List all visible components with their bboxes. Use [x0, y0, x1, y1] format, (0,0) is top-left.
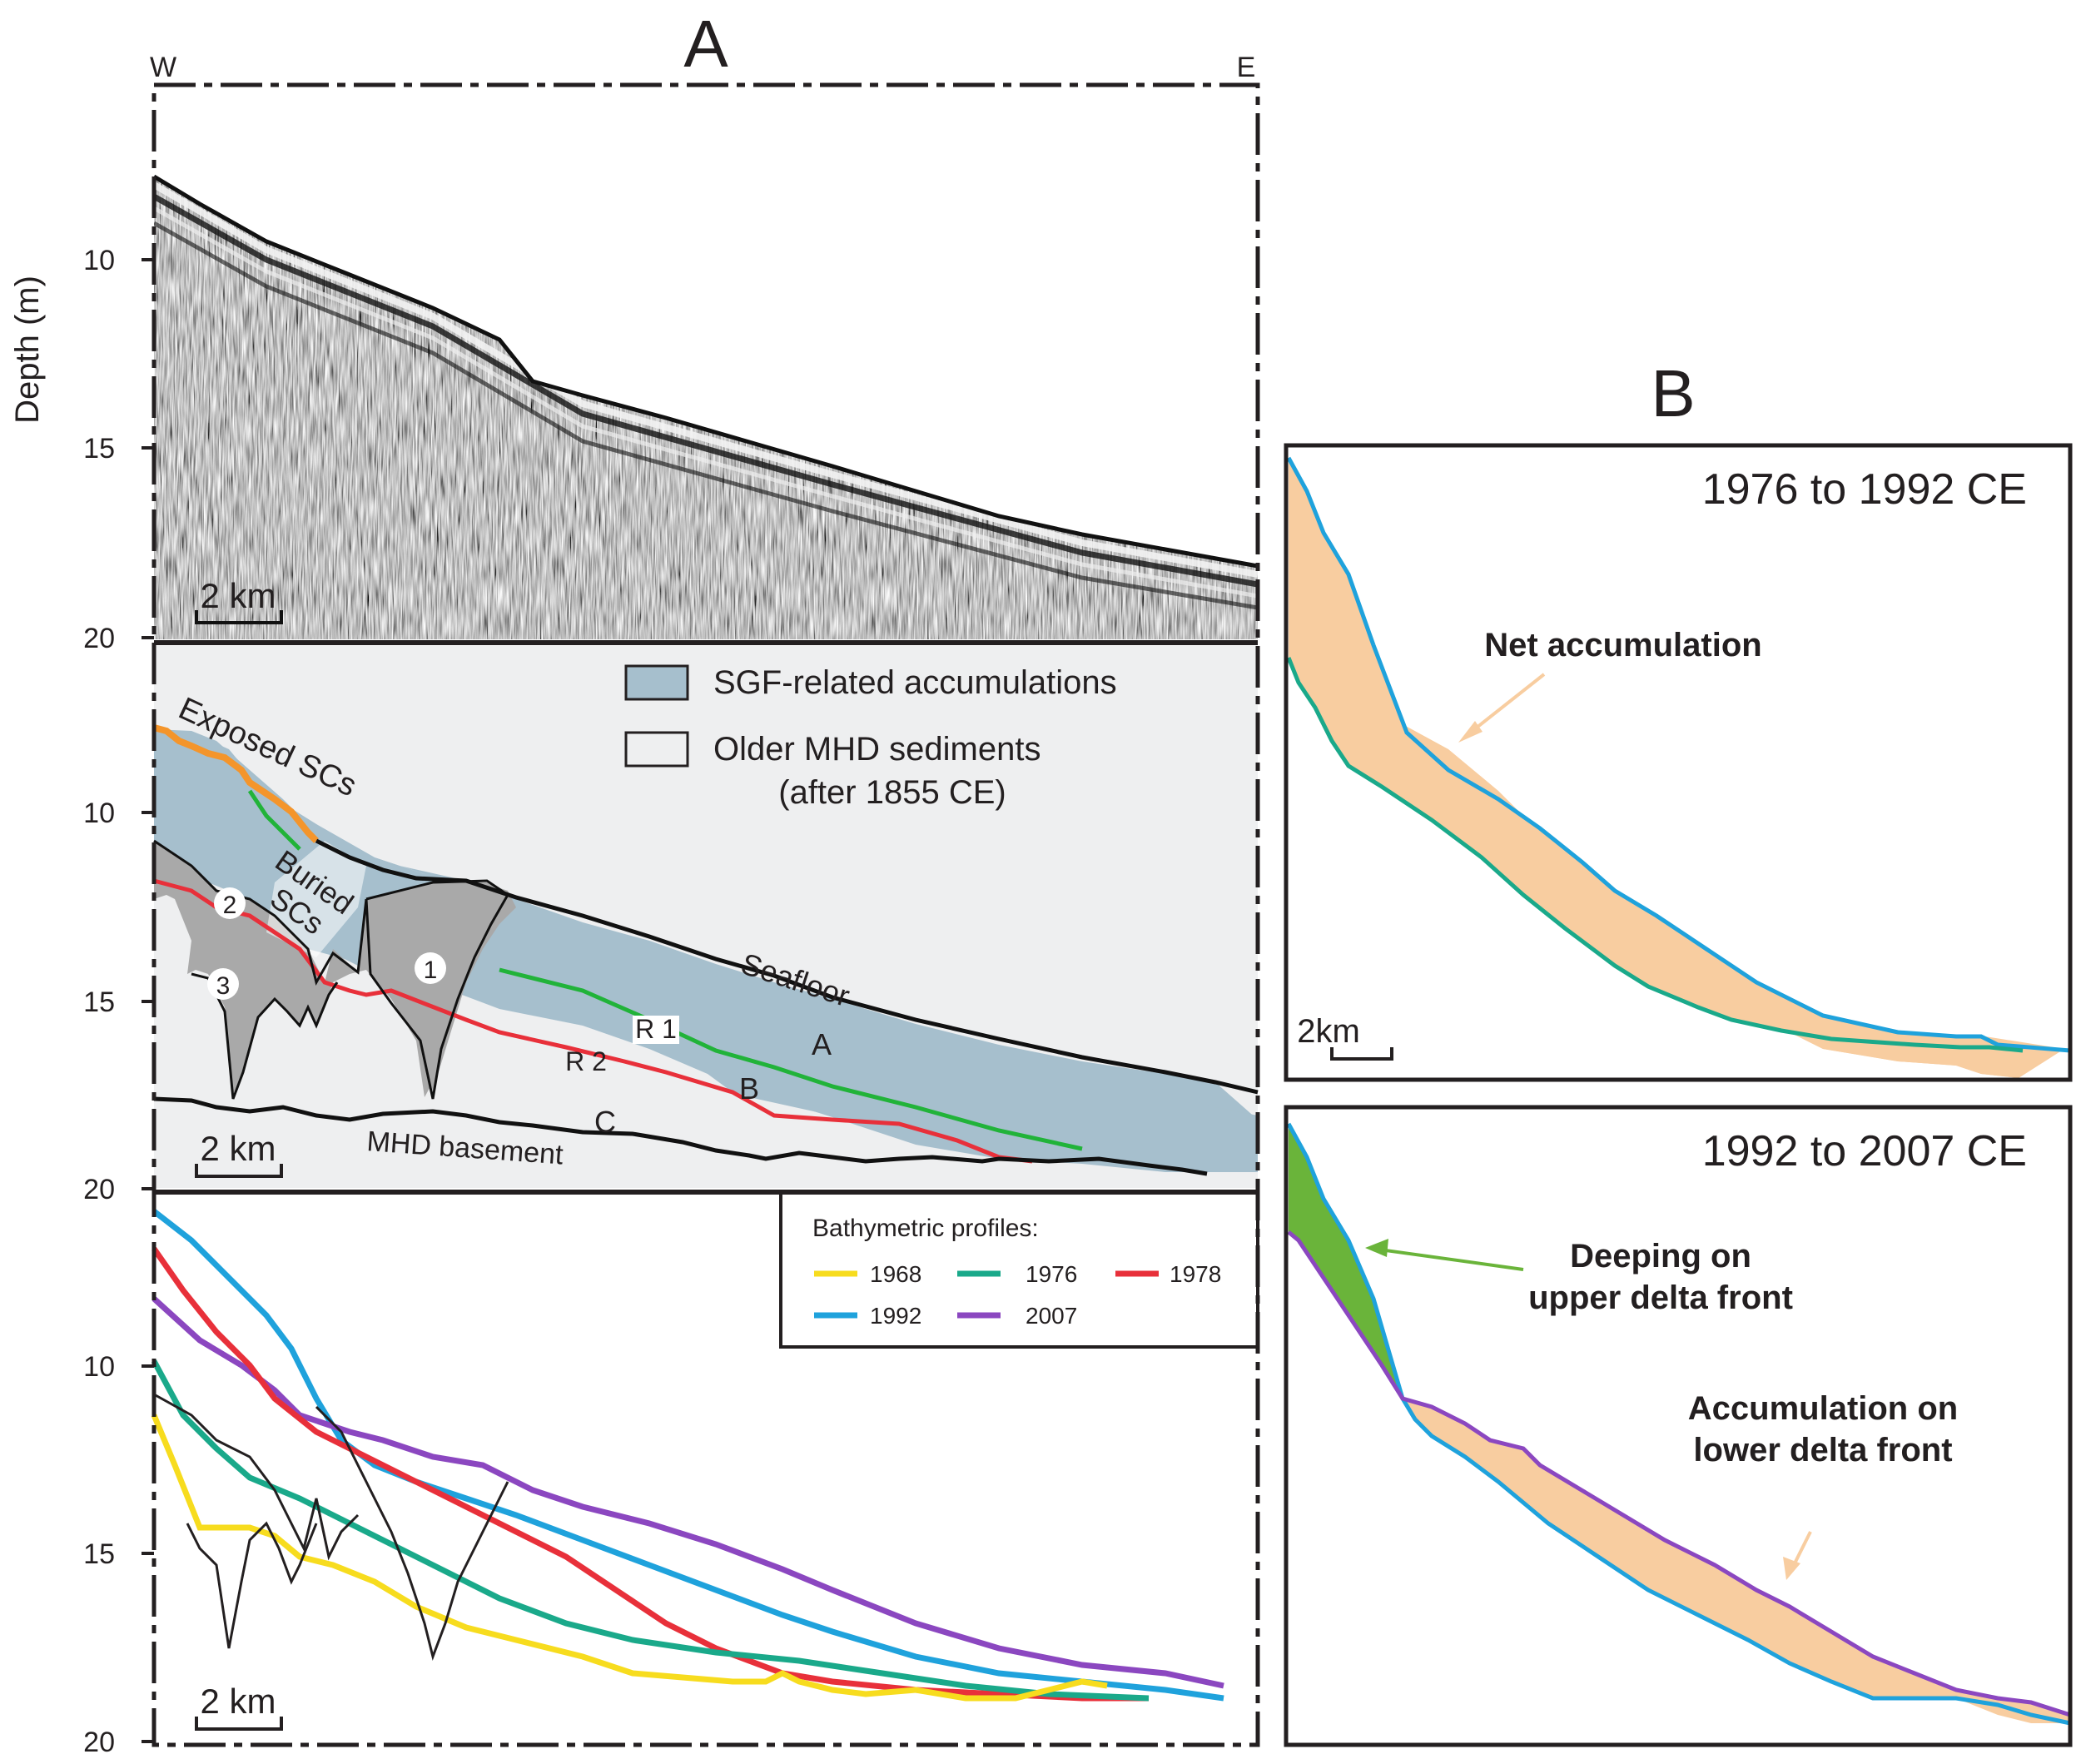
profile-2007	[151, 1296, 1224, 1689]
canyon-number: 3	[216, 972, 231, 1000]
r2-label: R 2	[565, 1046, 607, 1076]
bathy-legend-title: Bathymetric profiles:	[812, 1215, 1039, 1242]
tick-label: 10	[83, 245, 115, 276]
panel-a: A W E Depth (m) 10 15 20 10 15 20 10 15 …	[9, 7, 1260, 1758]
panel-b-bottom: 1992 to 2007 CE Deeping on upper delta f…	[1284, 1105, 2073, 1747]
accumulation-label: Accumulation on	[1688, 1390, 1958, 1427]
profile-1976	[1286, 657, 2024, 1053]
bathymetric-profiles: 2 km Bathymetric profiles: 1968 1976 197…	[151, 1190, 1259, 1731]
legend-sgf: SGF-related accumulations	[713, 664, 1117, 701]
net-accumulation-label: Net accumulation	[1484, 627, 1761, 663]
unit-a-label: A	[812, 1027, 832, 1061]
canyon-number: 2	[223, 892, 237, 919]
tick-label: 10	[83, 1351, 115, 1383]
profile-1992	[1286, 1122, 2071, 1726]
top-scale-label: 2km	[1297, 1013, 1360, 1050]
top-title: 1976 to 1992 CE	[1702, 465, 2027, 514]
canyon-marker-1	[415, 952, 446, 984]
panel-b-bottom-frame	[1284, 1105, 2073, 1747]
tick-label: 20	[83, 1174, 115, 1205]
accumulation-label-2: lower delta front	[1693, 1432, 1952, 1468]
panel-b-top: 1976 to 1992 CE Net accumulation 2km	[1284, 443, 2073, 1082]
seismic-profile: 2 km	[152, 174, 1259, 639]
profile-1976	[151, 1359, 1150, 1702]
tick-marks	[142, 258, 154, 1743]
tick-label: 20	[83, 1727, 115, 1758]
profile-2007	[1287, 1230, 2071, 1717]
interpretation-legend: SGF-related accumulations Older MHD sedi…	[624, 664, 1117, 811]
profile-1992	[1286, 456, 2071, 1053]
profile-1992	[151, 1209, 1224, 1702]
legend-1976: 1976	[1026, 1261, 1077, 1287]
tick-labels: 10 15 20 10 15 20 10 15 20	[83, 245, 115, 1758]
legend-1968: 1968	[870, 1261, 921, 1287]
legend-swatch-older	[624, 731, 689, 768]
panel-b: B 1976 to 1992 CE Net accumulation 2km	[1284, 356, 2073, 1747]
legend-older-2: (after 1855 CE)	[778, 774, 1006, 811]
legend-older: Older MHD sediments	[713, 731, 1040, 768]
tick-label: 20	[83, 623, 115, 654]
canyon-marker-3	[207, 968, 239, 1000]
tick-label: 15	[83, 986, 115, 1018]
profile-1968	[151, 1414, 1108, 1702]
scale-label: 2 km	[200, 576, 276, 615]
r1-label: R 1	[635, 1014, 677, 1044]
interpretation-section: Exposed SCs Buried SCs 2 1 3 Seafloor R …	[152, 646, 1259, 1188]
scale-label: 2 km	[200, 1129, 276, 1168]
east-label: E	[1237, 52, 1256, 83]
tick-label: 10	[83, 798, 115, 829]
tick-label: 15	[83, 433, 115, 465]
tick-label: 15	[83, 1538, 115, 1570]
panel-a-label: A	[683, 7, 728, 81]
unit-b-label: B	[739, 1071, 759, 1106]
panel-a-frame	[151, 82, 1260, 1747]
bottom-title: 1992 to 2007 CE	[1702, 1127, 2027, 1175]
canyon-marker-2	[214, 887, 246, 919]
canyon-number: 1	[424, 957, 438, 984]
panel-b-label: B	[1651, 356, 1695, 430]
scale-label: 2 km	[200, 1682, 276, 1721]
bathymetric-legend: Bathymetric profiles: 1968 1976 1978 199…	[779, 1190, 1259, 1349]
legend-1992: 1992	[870, 1303, 921, 1329]
panel-b-top-frame	[1284, 443, 2073, 1082]
depth-axis-label: Depth (m)	[9, 276, 46, 424]
legend-swatch-sgf	[624, 664, 689, 701]
legend-1978: 1978	[1170, 1261, 1221, 1287]
deeping-label-2: upper delta front	[1528, 1280, 1793, 1316]
west-label: W	[150, 52, 176, 83]
deeping-label: Deeping on	[1570, 1238, 1751, 1275]
legend-2007: 2007	[1026, 1303, 1077, 1329]
unit-c-label: C	[594, 1105, 616, 1139]
